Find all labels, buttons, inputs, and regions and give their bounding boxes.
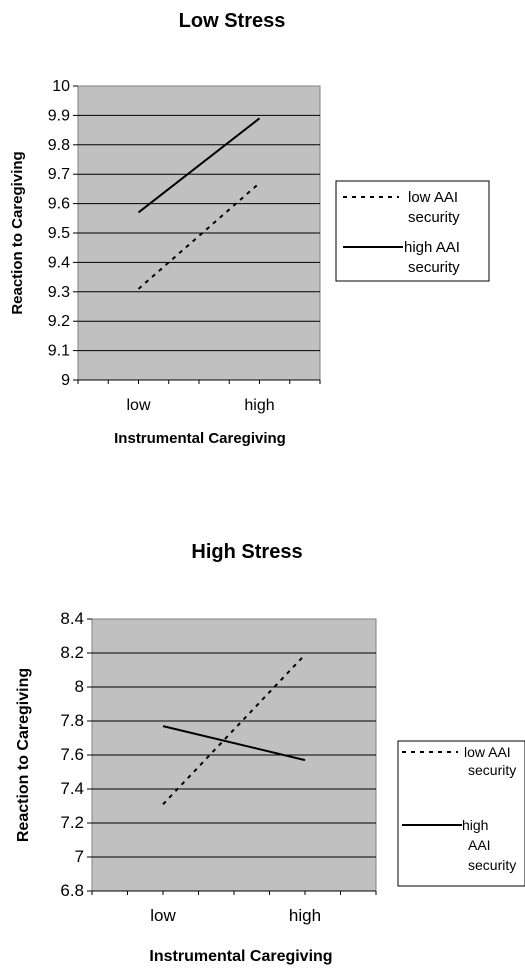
legend: low AAI security high AAI security bbox=[335, 180, 490, 282]
y-tick-label: 6.8 bbox=[60, 881, 84, 900]
y-tick-label: 9.4 bbox=[48, 254, 70, 271]
x-tick-label: low bbox=[150, 906, 176, 925]
y-tick-label: 9.1 bbox=[48, 343, 70, 360]
y-tick-label: 9.5 bbox=[48, 225, 70, 242]
x-axis-title: Instrumental Caregiving bbox=[149, 948, 332, 965]
gridlines bbox=[78, 114, 320, 352]
y-tick-label: 9.9 bbox=[48, 107, 70, 124]
legend-label: high AAI bbox=[404, 239, 460, 256]
legend-label: low AAI bbox=[408, 189, 458, 206]
legend-label: security bbox=[468, 762, 516, 778]
y-tick-label: 10 bbox=[52, 78, 70, 95]
y-tick-label: 9.6 bbox=[48, 196, 70, 213]
x-tick-label: low bbox=[126, 397, 150, 414]
y-tick-label: 7.2 bbox=[60, 813, 84, 832]
legend: low AAI security high AAI security bbox=[397, 740, 525, 887]
x-axis-title: Instrumental Caregiving bbox=[114, 430, 286, 447]
legend-box bbox=[397, 740, 525, 887]
y-tick-label: 9.3 bbox=[48, 284, 70, 301]
legend-label: security bbox=[408, 209, 460, 226]
legend-label: high bbox=[462, 817, 488, 833]
legend-label: low AAI bbox=[464, 744, 511, 760]
y-tick-label: 9.2 bbox=[48, 313, 70, 330]
series-lines bbox=[137, 117, 261, 290]
chart-title: High Stress bbox=[191, 541, 302, 563]
legend-label: security bbox=[468, 857, 516, 873]
x-axis-ticks: low high bbox=[91, 890, 377, 925]
legend-label: AAI bbox=[468, 837, 491, 853]
legend-label: security bbox=[408, 259, 460, 276]
x-tick-label: high bbox=[244, 397, 274, 414]
y-axis-title: Reaction to Caregiving bbox=[9, 151, 26, 314]
y-axis-ticks: 8.4 8.2 8 7.8 7.6 7.4 7.2 7 6.8 bbox=[60, 609, 92, 900]
x-tick-label: high bbox=[289, 906, 321, 925]
y-tick-label: 8.4 bbox=[60, 609, 84, 628]
gridlines bbox=[92, 652, 376, 858]
series-line-high-aai-security bbox=[162, 725, 306, 762]
chart-title: Low Stress bbox=[179, 10, 286, 32]
series-line-low-aai-security bbox=[162, 654, 306, 805]
series-line-high-aai-security bbox=[137, 117, 261, 214]
chart-high-stress: High Stress 8.4 8.2 8 7.8 7.6 7.4 7.2 7 6.8 low h… bbox=[15, 541, 525, 965]
y-tick-label: 7.4 bbox=[60, 779, 84, 798]
chart-low-stress: Low Stress 10 9.9 9.8 9.7 9.6 9.5 9.4 9.3 9.2 9.1… bbox=[9, 10, 490, 447]
y-tick-label: 7 bbox=[75, 847, 84, 866]
y-tick-label: 9.7 bbox=[48, 166, 70, 183]
y-axis-ticks: 10 9.9 9.8 9.7 9.6 9.5 9.4 9.3 9.2 9.1 9 bbox=[48, 78, 78, 389]
y-tick-label: 8.2 bbox=[60, 643, 84, 662]
y-tick-label: 7.8 bbox=[60, 711, 84, 730]
y-axis-title: Reaction to Caregiving bbox=[15, 668, 32, 842]
series-lines bbox=[162, 654, 306, 805]
y-tick-label: 9.8 bbox=[48, 137, 70, 154]
y-tick-label: 8 bbox=[75, 677, 84, 696]
x-axis-ticks: low high bbox=[77, 379, 321, 414]
y-tick-label: 9 bbox=[61, 372, 70, 389]
y-tick-label: 7.6 bbox=[60, 745, 84, 764]
